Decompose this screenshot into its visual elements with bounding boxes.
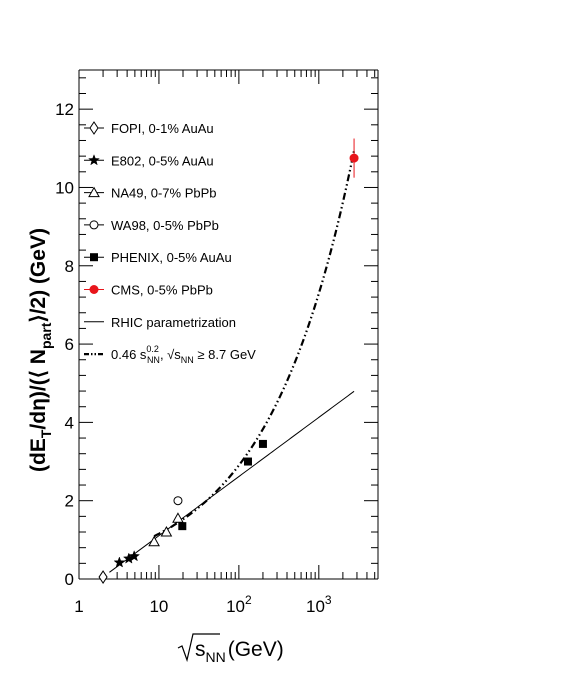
legend-entry: FOPI, 0-1% AuAu xyxy=(111,121,214,136)
data-point xyxy=(128,550,141,562)
y-tick-label: 2 xyxy=(65,492,74,511)
data-point xyxy=(172,512,184,523)
data-points xyxy=(98,138,359,584)
legend-marker xyxy=(88,186,100,198)
legend-entry: 0.46 s0.2 NN, √sNN ≥ 8.7 GeV xyxy=(111,344,256,365)
legend-entry: PHENIX, 0-5% AuAu xyxy=(111,250,232,265)
y-tick-label: 6 xyxy=(65,335,74,354)
y-axis-title: (dET/dη)/(⟨ Npart⟩/2) (GeV) xyxy=(27,228,54,472)
x-tick-label: 103 xyxy=(306,593,332,616)
legend-marker xyxy=(90,253,98,262)
data-point xyxy=(349,153,359,163)
axis-titles: sNN(GeV) (dET/dη)/(⟨ Npart⟩/2) (GeV) xyxy=(27,228,284,665)
legend-entry: WA98, 0-5% PbPb xyxy=(111,218,219,233)
legend-entry: E802, 0-5% AuAu xyxy=(111,153,214,168)
data-point xyxy=(148,535,160,547)
y-tick-label: 8 xyxy=(65,257,74,276)
y-tick-label: 10 xyxy=(55,178,74,197)
data-point xyxy=(178,522,187,531)
data-point xyxy=(258,439,267,448)
y-tick-label: 4 xyxy=(65,413,74,432)
legend: FOPI, 0-1% AuAu E802, 0-5% AuAu NA49, 0-7%… xyxy=(84,121,256,365)
legend-marker xyxy=(89,121,99,135)
x-tick-label: 1 xyxy=(74,597,83,616)
legend-marker xyxy=(89,285,99,294)
power-law-fit-curve xyxy=(153,150,356,538)
x-tick-label: 102 xyxy=(226,593,252,616)
sqrt-symbol xyxy=(177,633,220,663)
x-axis-title: sNN(GeV) xyxy=(195,638,284,665)
legend-entry: RHIC parametrization xyxy=(111,315,236,330)
axes: 1 10 102 103 0 2 4 6 8 10 12 xyxy=(55,69,379,616)
data-point xyxy=(113,556,126,568)
y-tick-label: 0 xyxy=(65,570,74,589)
rhic-parametrization-curve xyxy=(109,390,355,573)
data-point xyxy=(243,457,252,466)
y-tick-label: 12 xyxy=(55,100,74,119)
legend-entry: NA49, 0-7% PbPb xyxy=(111,186,217,201)
legend-entry: CMS, 0-5% PbPb xyxy=(111,283,213,298)
legend-marker xyxy=(88,154,100,166)
data-point xyxy=(160,525,173,537)
legend-marker xyxy=(89,220,99,230)
data-point xyxy=(98,570,108,584)
curves xyxy=(109,150,356,573)
x-tick-label: 10 xyxy=(149,597,168,616)
data-point xyxy=(173,496,183,506)
